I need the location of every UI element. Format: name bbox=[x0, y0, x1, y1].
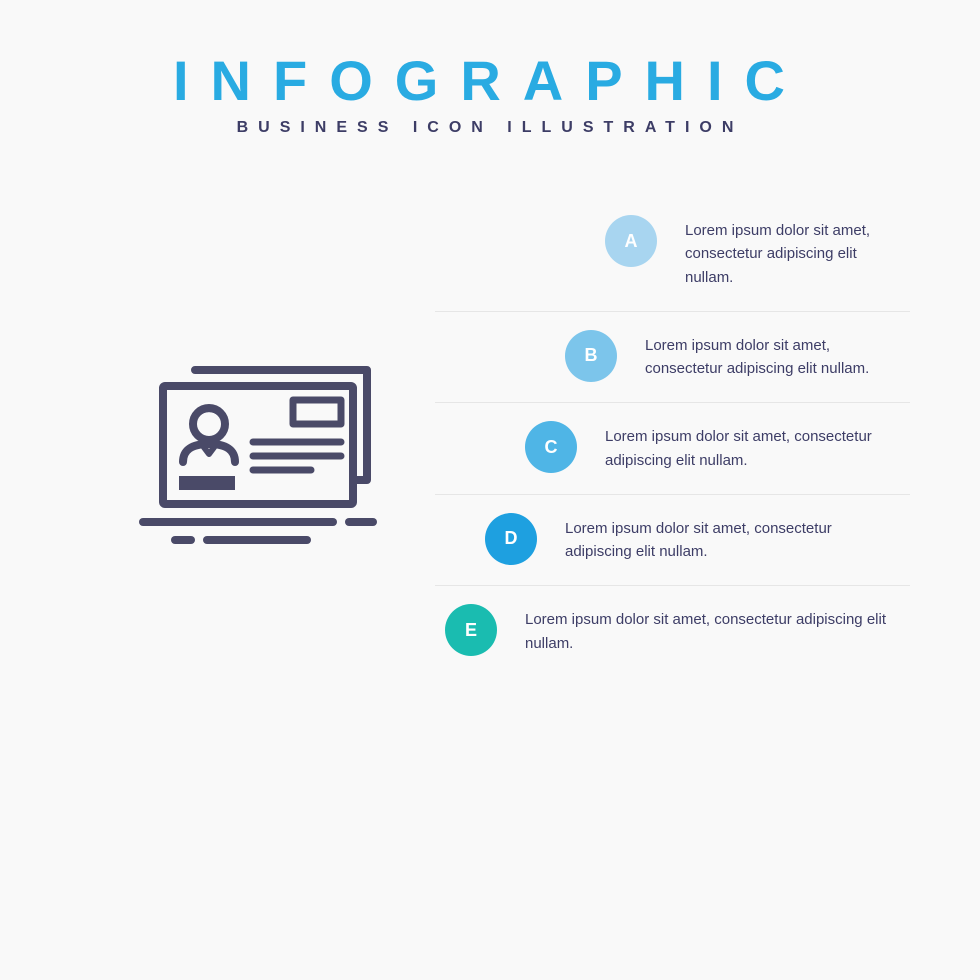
badge-wrap: C bbox=[515, 403, 587, 473]
step-text: Lorem ipsum dolor sit amet, consectetur … bbox=[587, 403, 910, 494]
id-card-icon bbox=[135, 352, 395, 552]
header: INFOGRAPHIC BUSINESS ICON ILLUSTRATION bbox=[0, 0, 980, 137]
badge-wrap: E bbox=[435, 586, 507, 656]
step-item: B Lorem ipsum dolor sit amet, consectetu… bbox=[435, 312, 910, 404]
step-item: E Lorem ipsum dolor sit amet, consectetu… bbox=[435, 586, 910, 677]
step-item: A Lorem ipsum dolor sit amet, consectetu… bbox=[435, 197, 910, 312]
page-subtitle: BUSINESS ICON ILLUSTRATION bbox=[0, 119, 980, 137]
step-item: C Lorem ipsum dolor sit amet, consectetu… bbox=[435, 403, 910, 495]
step-badge-c: C bbox=[525, 421, 577, 473]
badge-wrap: D bbox=[475, 495, 547, 565]
step-text: Lorem ipsum dolor sit amet, consectetur … bbox=[667, 197, 910, 311]
step-item: D Lorem ipsum dolor sit amet, consectetu… bbox=[435, 495, 910, 587]
steps-list: A Lorem ipsum dolor sit amet, consectetu… bbox=[435, 197, 910, 677]
content-area: A Lorem ipsum dolor sit amet, consectetu… bbox=[0, 167, 980, 927]
step-text: Lorem ipsum dolor sit amet, consectetur … bbox=[507, 586, 910, 677]
step-text: Lorem ipsum dolor sit amet, consectetur … bbox=[547, 495, 910, 586]
badge-wrap: B bbox=[555, 312, 627, 382]
step-badge-b: B bbox=[565, 330, 617, 382]
page-title: INFOGRAPHIC bbox=[0, 48, 980, 113]
step-text: Lorem ipsum dolor sit amet, consectetur … bbox=[627, 312, 910, 403]
badge-wrap: A bbox=[595, 197, 667, 267]
step-badge-a: A bbox=[605, 215, 657, 267]
step-badge-d: D bbox=[485, 513, 537, 565]
step-badge-e: E bbox=[445, 604, 497, 656]
